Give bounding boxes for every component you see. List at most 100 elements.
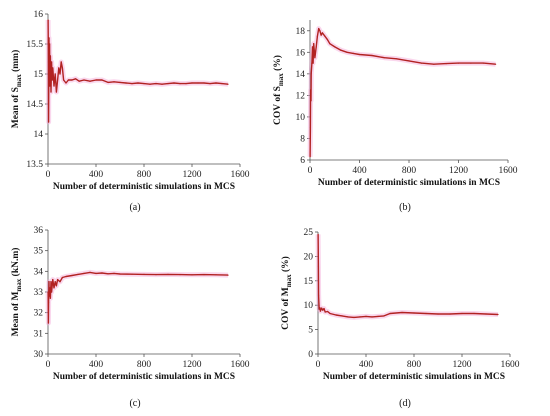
data-point (65, 275, 67, 278)
data-point (326, 38, 328, 41)
data-point (60, 61, 62, 63)
data-point (209, 83, 211, 85)
data-point (179, 274, 181, 276)
series-line-halo (45, 19, 229, 125)
y-tick-label: 32 (34, 309, 44, 319)
data-point (310, 73, 312, 75)
series-line (309, 27, 496, 157)
data-point (401, 311, 403, 314)
data-point (347, 316, 349, 318)
data-point (346, 51, 348, 53)
data-point (352, 52, 354, 55)
y-tick-label: 25 (304, 228, 314, 238)
y-axis-label: Mean of Smax (mm) (10, 50, 23, 129)
x-tick-label: 400 (89, 360, 104, 370)
data-point (197, 82, 199, 84)
data-point (353, 316, 355, 318)
data-point (113, 272, 115, 274)
x-tick-label: 1200 (449, 166, 468, 176)
data-point (59, 281, 61, 283)
data-point (54, 281, 56, 283)
y-tick-label: 31 (34, 329, 44, 339)
y-tick-label: 34 (34, 267, 44, 277)
data-point (358, 53, 361, 56)
data-point (50, 281, 52, 283)
data-point (470, 62, 472, 64)
y-tick-label: 18 (296, 27, 306, 37)
data-point (101, 272, 103, 274)
panel-label: (d) (399, 398, 411, 409)
data-point (143, 83, 145, 85)
data-point (377, 315, 379, 317)
data-point (57, 79, 59, 81)
y-tick-label: 36 (34, 226, 44, 236)
y-tick-label: 14 (296, 70, 306, 80)
data-point (310, 89, 312, 91)
y-axis-label-main: COV of S (273, 86, 283, 125)
x-axis-label: Number of deterministic simulations in M… (53, 182, 235, 192)
y-axis-label: COV of Mmax (%) (280, 256, 293, 330)
data-point (203, 274, 205, 276)
x-tick-label: 1200 (453, 360, 472, 370)
data-point (371, 316, 373, 318)
data-point (155, 274, 157, 276)
data-point (131, 273, 133, 275)
series-line (47, 271, 229, 324)
data-point (47, 291, 49, 293)
data-point (101, 79, 103, 81)
data-point (51, 61, 53, 63)
y-axis-label-main: Mean of S (11, 87, 21, 128)
y-tick-label: 15 (34, 70, 44, 80)
chart-panel-4: 0 400 800 1200 1600 0 5 10 15 20 25 Number of deter… (280, 228, 520, 409)
data-point (203, 82, 205, 84)
panel-label: (b) (399, 202, 411, 213)
data-point (67, 79, 69, 81)
y-tick-label: 13.5 (26, 160, 43, 170)
data-point (341, 315, 343, 317)
data-point (227, 83, 229, 85)
data-point (51, 291, 53, 293)
x-tick-label: 800 (402, 166, 417, 176)
data-point (495, 63, 497, 65)
data-point (48, 37, 50, 39)
data-point (89, 80, 91, 82)
x-tick-label: 1200 (183, 360, 202, 370)
data-point (191, 82, 193, 84)
data-point (433, 63, 435, 65)
data-point (324, 311, 326, 313)
data-point (449, 313, 451, 315)
x-tick-label: 0 (308, 166, 313, 176)
x-tick-label: 400 (89, 170, 104, 180)
data-point (51, 79, 53, 81)
data-point (77, 273, 79, 275)
data-point (149, 83, 151, 85)
y-tick-label: 20 (304, 252, 314, 262)
data-point (119, 273, 121, 275)
data-point (48, 121, 50, 123)
y-tick-label: 35 (34, 247, 44, 257)
y-tick-label: 16 (296, 48, 306, 58)
series-line-halo (45, 269, 229, 326)
x-tick-label: 800 (137, 360, 152, 370)
data-point (227, 274, 229, 276)
data-point (215, 274, 217, 276)
x-tick-label: 800 (407, 360, 422, 370)
data-point (53, 287, 55, 289)
data-point (49, 85, 51, 87)
data-point (167, 83, 169, 85)
y-tick-label: 15 (304, 277, 314, 287)
data-point (319, 30, 321, 32)
data-point (55, 91, 58, 93)
data-point (161, 83, 163, 85)
x-axis-label: Number of deterministic simulations in M… (53, 372, 235, 382)
data-point (47, 19, 49, 21)
data-point (65, 82, 67, 84)
data-point (47, 61, 50, 63)
data-point (59, 73, 61, 75)
data-point (318, 308, 320, 310)
data-point (317, 265, 319, 267)
data-point (143, 273, 145, 275)
data-point (95, 79, 97, 81)
x-tick-label: 1200 (183, 170, 202, 180)
